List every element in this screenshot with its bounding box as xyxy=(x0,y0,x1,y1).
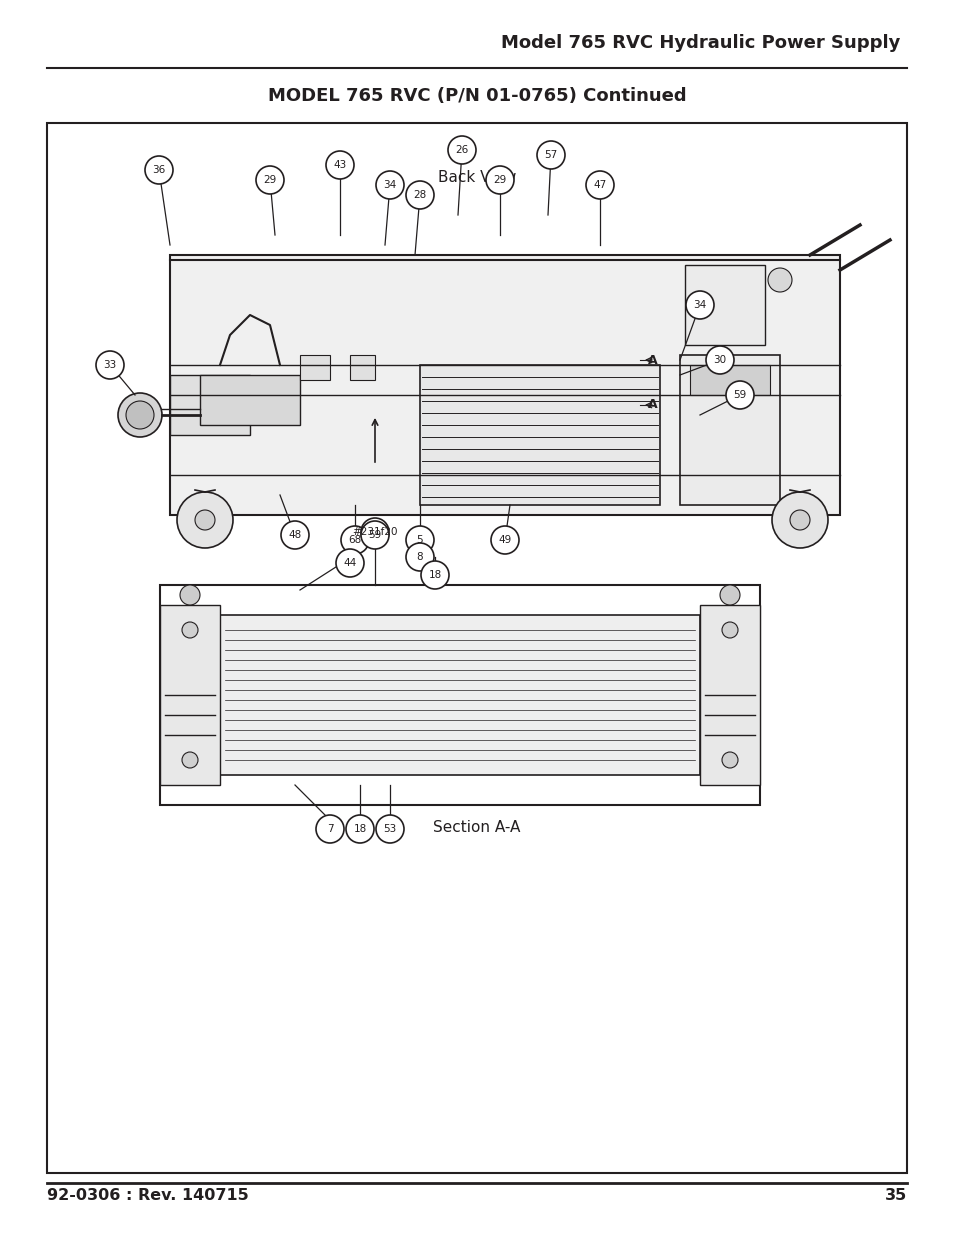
Circle shape xyxy=(720,585,740,605)
Text: 26: 26 xyxy=(455,144,468,156)
Circle shape xyxy=(585,170,614,199)
Circle shape xyxy=(335,550,364,577)
Text: 53: 53 xyxy=(383,824,396,834)
Text: 8: 8 xyxy=(416,552,423,562)
Circle shape xyxy=(721,752,738,768)
Bar xyxy=(170,254,840,515)
Text: 29: 29 xyxy=(263,175,276,185)
Bar xyxy=(160,585,760,805)
Circle shape xyxy=(194,510,214,530)
Circle shape xyxy=(180,585,200,605)
Text: Section A-A: Section A-A xyxy=(433,820,520,835)
Text: 18: 18 xyxy=(353,824,366,834)
Bar xyxy=(679,354,780,505)
Text: 59: 59 xyxy=(733,390,746,400)
Circle shape xyxy=(725,382,753,409)
Text: 33: 33 xyxy=(103,359,116,370)
Circle shape xyxy=(326,151,354,179)
Circle shape xyxy=(767,268,791,291)
Text: #231f20: #231f20 xyxy=(352,527,397,537)
Bar xyxy=(220,615,700,776)
Text: 44: 44 xyxy=(343,558,356,568)
Text: 48: 48 xyxy=(288,530,301,540)
Circle shape xyxy=(485,165,514,194)
Circle shape xyxy=(375,170,403,199)
Circle shape xyxy=(406,543,434,571)
Text: MODEL 765 RVC (P/N 01-0765) Continued: MODEL 765 RVC (P/N 01-0765) Continued xyxy=(268,86,685,105)
Circle shape xyxy=(96,351,124,379)
Circle shape xyxy=(346,815,374,844)
Text: 59: 59 xyxy=(368,530,381,540)
Text: 30: 30 xyxy=(713,354,726,366)
Bar xyxy=(47,124,906,1173)
Circle shape xyxy=(685,291,713,319)
Text: 49: 49 xyxy=(497,535,511,545)
Circle shape xyxy=(491,526,518,555)
Text: 57: 57 xyxy=(544,149,558,161)
Text: 35: 35 xyxy=(883,1188,906,1203)
Text: 28: 28 xyxy=(413,190,426,200)
Circle shape xyxy=(177,492,233,548)
Bar xyxy=(200,375,299,425)
Circle shape xyxy=(789,510,809,530)
Bar xyxy=(419,366,659,505)
Text: 92-0306 : Rev. 140715: 92-0306 : Rev. 140715 xyxy=(47,1188,249,1203)
Text: 43: 43 xyxy=(333,161,346,170)
Circle shape xyxy=(281,521,309,550)
Text: 18: 18 xyxy=(428,571,441,580)
Circle shape xyxy=(182,752,198,768)
Circle shape xyxy=(360,521,389,550)
Text: 68: 68 xyxy=(348,535,361,545)
Circle shape xyxy=(145,156,172,184)
Circle shape xyxy=(118,393,162,437)
Circle shape xyxy=(406,526,434,555)
Circle shape xyxy=(771,492,827,548)
Circle shape xyxy=(537,141,564,169)
Bar xyxy=(700,605,760,785)
Text: Back View: Back View xyxy=(437,170,516,185)
Circle shape xyxy=(448,136,476,164)
Circle shape xyxy=(182,622,198,638)
Bar xyxy=(299,354,330,380)
Text: 7: 7 xyxy=(326,824,333,834)
Circle shape xyxy=(315,815,344,844)
Bar xyxy=(684,266,764,345)
Text: 29: 29 xyxy=(493,175,506,185)
Bar xyxy=(689,366,769,395)
Circle shape xyxy=(705,346,733,374)
Circle shape xyxy=(721,622,738,638)
Text: Model 765 RVC Hydraulic Power Supply: Model 765 RVC Hydraulic Power Supply xyxy=(500,35,899,52)
Circle shape xyxy=(420,561,449,589)
Text: A: A xyxy=(647,399,657,411)
Circle shape xyxy=(360,517,389,546)
Text: 34: 34 xyxy=(383,180,396,190)
Text: 5: 5 xyxy=(416,535,423,545)
Circle shape xyxy=(406,182,434,209)
Text: 36: 36 xyxy=(152,165,166,175)
Circle shape xyxy=(375,815,403,844)
Bar xyxy=(170,375,250,435)
Text: 34: 34 xyxy=(693,300,706,310)
Bar xyxy=(350,354,375,380)
Circle shape xyxy=(126,401,153,429)
Bar xyxy=(160,605,220,785)
Circle shape xyxy=(255,165,284,194)
Text: 47: 47 xyxy=(593,180,606,190)
Circle shape xyxy=(340,526,369,555)
Text: A: A xyxy=(647,353,657,367)
